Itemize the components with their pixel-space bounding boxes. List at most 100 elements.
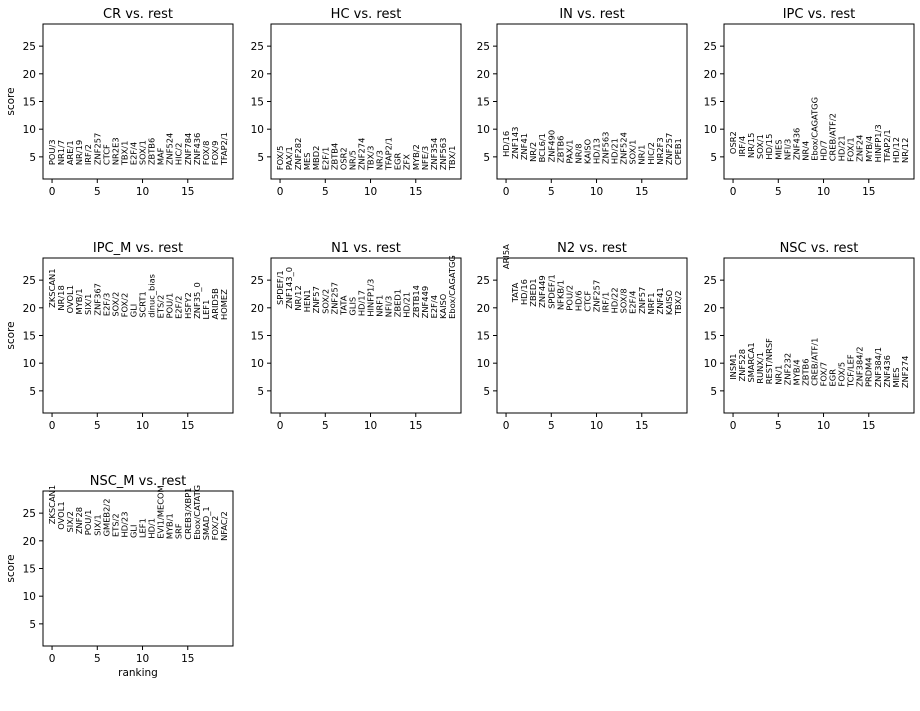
gene-label: CREB/ATF/1: [809, 338, 819, 386]
gene-label: OSR2: [728, 131, 738, 154]
gene-label: HD/6: [573, 290, 583, 311]
x-tick-label: 0: [49, 186, 56, 198]
y-tick-label: 15: [704, 97, 717, 109]
gene-label: GLI: [128, 304, 138, 318]
gene-label: ZNF436: [192, 133, 202, 166]
y-tick-label: 20: [251, 303, 264, 315]
y-tick-label: 25: [477, 41, 490, 53]
panel-title: IPC vs. rest: [783, 7, 856, 22]
gene-label: ZNF274: [900, 356, 910, 389]
gene-label: ZNF384/2: [855, 346, 865, 387]
gene-label: KAISO: [664, 289, 674, 315]
gene-label: PRDM4: [864, 357, 874, 387]
panel-title: NSC vs. rest: [780, 241, 859, 256]
gene-label: ZNF41: [519, 133, 529, 160]
gene-label: TATA: [338, 295, 348, 316]
y-tick-label: 20: [704, 303, 717, 315]
y-tick-label: 5: [29, 619, 36, 631]
x-tick-label: 15: [181, 653, 194, 665]
x-tick-label: 0: [730, 186, 737, 198]
gene-label: ZNF232: [782, 353, 792, 386]
x-tick-label: 0: [503, 186, 510, 198]
gene-label: ZFX: [402, 154, 412, 170]
gene-label: E2F/4: [128, 142, 138, 165]
gene-label: SCRT1: [138, 291, 148, 318]
gene-label: EGR: [393, 152, 403, 170]
gene-label: Ebox/CATATG: [192, 485, 202, 540]
gene-label: HOMEZ: [219, 289, 229, 320]
x-tick-label: 5: [94, 653, 101, 665]
gene-label: CREB/ATF/2: [828, 113, 838, 161]
gene-label: MIES: [773, 140, 783, 160]
gene-label: HD/16: [519, 279, 529, 305]
y-tick-label: 20: [23, 536, 36, 548]
gene-label: SOX/8: [619, 288, 629, 313]
gene-label: ZNF367: [92, 283, 102, 316]
gene-label: ZNF282: [293, 138, 303, 171]
x-tick-label: 0: [277, 186, 284, 198]
gene-label: E2F/4: [429, 295, 439, 318]
y-tick-label: 10: [251, 358, 264, 370]
gene-label: NR/3: [375, 150, 385, 170]
gene-label: ZNF143_0: [284, 267, 294, 309]
x-tick-label: 15: [409, 186, 422, 198]
gene-label: ZNF449: [420, 286, 430, 319]
y-axis-label: score: [5, 321, 17, 349]
gene-label: E2F/2: [174, 296, 184, 319]
gene-label: LEF1: [201, 300, 211, 320]
gene-label: HSFY2: [183, 292, 193, 319]
x-tick-label: 15: [409, 420, 422, 432]
gene-label: MBD2: [311, 146, 321, 171]
gene-label: dinuc_bias: [147, 274, 157, 318]
y-tick-label: 10: [704, 358, 717, 370]
gene-label: NR/19: [74, 140, 84, 165]
gene-label: NR2E3: [110, 137, 120, 165]
gene-label: TFAP2/1: [384, 137, 394, 171]
gene-label: LEF1: [138, 518, 148, 538]
axes-frame: [42, 257, 234, 414]
gene-label: ZBTB6: [147, 138, 157, 165]
gene-label: POU/1: [83, 510, 93, 536]
gene-label: TBX/2: [673, 290, 683, 316]
y-tick-label: 10: [251, 124, 264, 136]
x-tick-label: 5: [775, 186, 782, 198]
gene-label: SMARCA1: [746, 342, 756, 382]
y-tick-label: 5: [257, 386, 264, 398]
y-tick-label: 25: [704, 275, 717, 287]
gene-label: PAX/1: [284, 146, 294, 170]
y-tick-label: 15: [23, 97, 36, 109]
x-tick-label: 0: [503, 420, 510, 432]
gene-label: SPDEF/1: [546, 274, 556, 309]
gene-label: HIC/2: [174, 143, 184, 166]
gene-label: ZNF563: [438, 138, 448, 171]
gene-label: NR/12: [900, 138, 910, 163]
gene-label: HD/22: [610, 287, 620, 313]
x-tick-label: 15: [635, 420, 648, 432]
panel-7: N2 vs. rest 0 5 10 15 5 10 15 20 25 ARI5A TATA HD/16…: [477, 241, 688, 432]
x-tick-label: 10: [590, 420, 603, 432]
panel-6: N1 vs. rest 0 5 10 15 5 10 15 20 25 SPDEF/1 ZNF143_…: [251, 241, 462, 432]
gene-label: HD/15: [764, 134, 774, 160]
gene-label: ZNF524: [619, 132, 629, 165]
gene-label: RUNX/1: [755, 352, 765, 384]
y-tick-label: 10: [23, 358, 36, 370]
y-tick-label: 25: [251, 275, 264, 287]
gene-label: HINFP1/3: [366, 279, 376, 317]
gene-label: ZNF436: [882, 355, 892, 388]
y-tick-label: 5: [29, 152, 36, 164]
y-tick-label: 25: [704, 41, 717, 53]
y-tick-label: 15: [704, 331, 717, 343]
y-tick-label: 10: [477, 358, 490, 370]
gene-label: GMEB2/2: [101, 499, 111, 537]
gene-label: HD/21: [610, 138, 620, 164]
gene-label: NR/4: [800, 141, 810, 161]
gene-label: ZNF490: [546, 130, 556, 163]
x-tick-label: 15: [862, 420, 875, 432]
panel-9: NSC_M vs. rest 0 5 10 15 5 10 15 20 25 score rankin…: [5, 474, 234, 679]
gene-label: ARID5B: [210, 288, 220, 320]
y-tick-label: 10: [23, 124, 36, 136]
y-tick-label: 15: [23, 564, 36, 576]
panel-title: IN vs. rest: [559, 7, 624, 22]
